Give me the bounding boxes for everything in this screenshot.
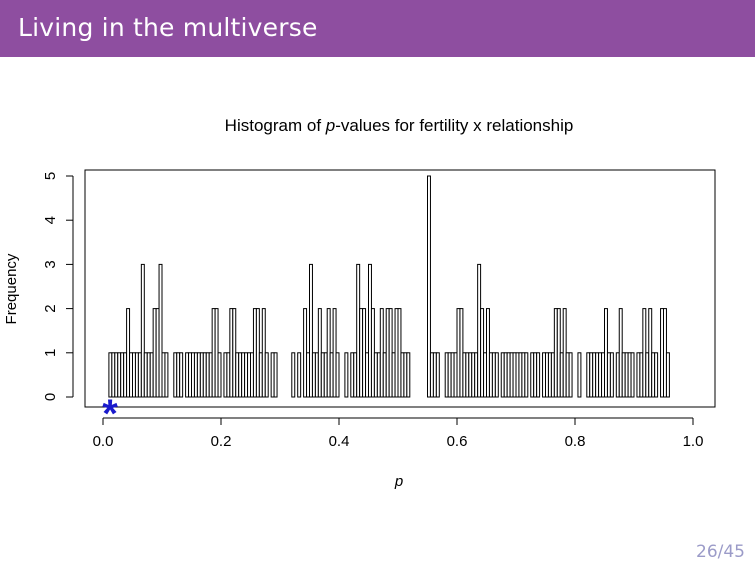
histogram-bar	[335, 352, 340, 398]
histogram-bar	[164, 352, 169, 398]
x-tick-label: 0.6	[447, 433, 468, 450]
x-axis-label: p	[394, 473, 403, 490]
x-tick-label: 0.0	[93, 433, 114, 450]
histogram-bar	[264, 352, 269, 398]
y-tick-label: 1	[42, 349, 59, 357]
histogram-bar	[524, 352, 529, 398]
histogram-bar	[494, 352, 499, 398]
y-axis-label: Frequency	[3, 253, 20, 324]
x-tick-label: 0.4	[329, 433, 350, 450]
histogram-bar	[536, 352, 541, 398]
histogram-bar	[568, 352, 573, 398]
slide-title-bar: Living in the multiverse	[0, 0, 755, 57]
x-axis: 0.0 0.2 0.4 0.6 0.8 1.0	[93, 417, 704, 450]
slide-title: Living in the multiverse	[18, 13, 318, 42]
y-tick-label: 3	[42, 260, 59, 268]
histogram-bar	[297, 352, 302, 398]
histogram-bars	[108, 175, 670, 398]
chart-title-suffix: -values for fertility x relationship	[335, 116, 573, 135]
y-axis: 0 1 2 3 4 5	[42, 172, 74, 401]
histogram-bar	[344, 352, 349, 398]
plot-frame	[84, 169, 716, 408]
histogram-bar	[665, 352, 670, 398]
y-tick-label: 4	[42, 216, 59, 224]
histogram-bar	[435, 352, 440, 398]
histogram-bar	[140, 263, 145, 398]
chart-title-prefix: Histogram of	[225, 116, 326, 135]
histogram-bar	[291, 352, 296, 398]
x-tick-label: 0.2	[211, 433, 232, 450]
x-tick-label: 1.0	[683, 433, 704, 450]
y-tick-label: 0	[42, 393, 59, 401]
histogram-bar	[158, 263, 163, 398]
histogram-bar	[217, 352, 222, 398]
histogram-bar	[179, 352, 184, 398]
chart-title-italic: p	[325, 116, 335, 135]
histogram-bar	[577, 352, 582, 398]
page-number: 26/45	[696, 542, 745, 562]
y-tick-label: 5	[42, 172, 59, 180]
histogram-bar	[406, 352, 411, 398]
histogram-bar	[427, 175, 431, 398]
chart-title: Histogram of p-values for fertility x re…	[225, 116, 574, 135]
significance-marker: *	[102, 392, 118, 436]
histogram-bar	[309, 263, 313, 398]
histogram-bar	[609, 352, 614, 398]
histogram-bar	[630, 352, 635, 398]
x-tick-label: 0.8	[565, 433, 586, 450]
y-tick-label: 2	[42, 304, 59, 312]
histogram-bar	[654, 352, 659, 398]
histogram-bar	[273, 352, 278, 398]
